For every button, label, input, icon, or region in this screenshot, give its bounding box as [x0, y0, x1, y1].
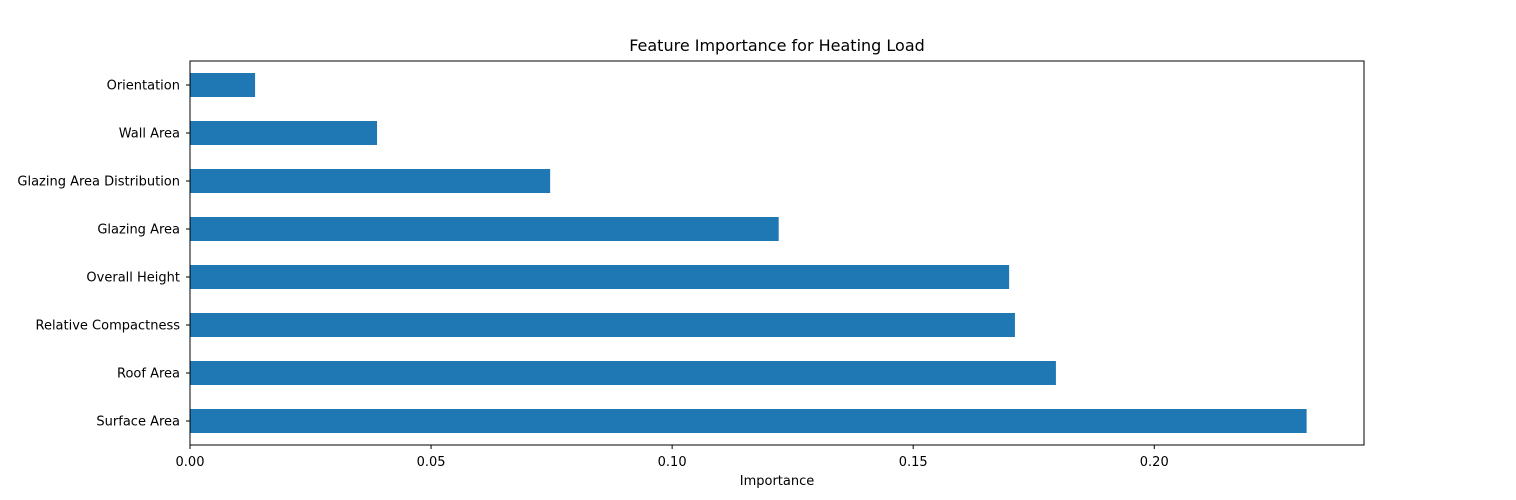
bars-group: [190, 73, 1307, 433]
y-axis: Orientation Wall Area Glazing Area Distrib…: [17, 79, 190, 430]
x-tick-label: 0.10: [658, 455, 687, 470]
bar-roof-area: [190, 361, 1056, 385]
y-tick-label: Wall Area: [119, 127, 180, 142]
bar-orientation: [190, 73, 256, 97]
bar-glazing-area-distribution: [190, 169, 551, 193]
y-tick-label: Glazing Area: [97, 223, 180, 238]
x-tick-label: 0.15: [899, 455, 928, 470]
bar-overall-height: [190, 265, 1010, 289]
x-tick-label: 0.20: [1140, 455, 1169, 470]
bar-glazing-area: [190, 217, 779, 241]
plot-frame: [189, 60, 1365, 446]
x-tick-label: 0.00: [176, 455, 205, 470]
bar-relative-compactness: [190, 313, 1015, 337]
y-tick-label: Surface Area: [96, 415, 180, 430]
y-tick-label: Roof Area: [117, 367, 180, 382]
y-tick-label: Orientation: [107, 79, 180, 94]
y-tick-label: Relative Compactness: [36, 319, 181, 334]
y-tick-label: Overall Height: [86, 271, 180, 286]
x-tick-label: 0.05: [417, 455, 446, 470]
y-tick-label: Glazing Area Distribution: [17, 175, 180, 190]
chart-title: Feature Importance for Heating Load: [629, 36, 925, 55]
bar-surface-area: [190, 409, 1307, 433]
x-axis: 0.00 0.05 0.10 0.15 0.20: [176, 445, 1169, 470]
x-axis-label: Importance: [740, 474, 815, 489]
bar-wall-area: [190, 121, 378, 145]
